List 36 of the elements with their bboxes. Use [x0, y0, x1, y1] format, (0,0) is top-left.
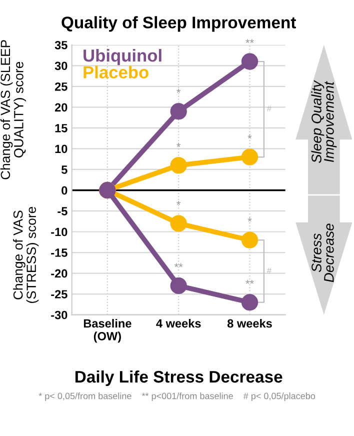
annotation: # — [266, 268, 272, 274]
annotation: * — [248, 134, 252, 138]
annotation: ** — [246, 280, 254, 284]
x-tick-label: Baseline (OW) — [84, 318, 132, 343]
annotation: ** — [246, 39, 254, 43]
y-tick-label: 35 — [54, 40, 68, 50]
text: Sleep Quality Improvement — [311, 80, 337, 163]
text: Ubiquinol — [84, 48, 162, 66]
x-tick-label: 4 weeks — [156, 318, 201, 328]
y-tick-label: -25 — [51, 290, 68, 298]
x-axis-title: Daily Life Stress Decrease — [75, 370, 282, 386]
y-tick-label: -15 — [51, 248, 68, 257]
text: Change of VAS (STRESS) score — [13, 206, 39, 303]
y-tick-label: 5 — [61, 166, 68, 174]
chart-title: Quality of Sleep Improvement — [62, 16, 296, 32]
y-tick-label: 30 — [54, 62, 68, 70]
annotation: * — [176, 200, 181, 205]
text: Stress Decrease — [312, 224, 334, 282]
y-tick-label: 25 — [54, 82, 68, 91]
y-tick-label: 20 — [54, 103, 68, 112]
y-tick-label: 15 — [55, 124, 68, 132]
annotation: * — [176, 142, 181, 147]
y-tick-label: -5 — [58, 207, 68, 216]
text: * p< 0,05/from baseline ** p<001/from baseline # p< 0,05/placebo — [38, 392, 316, 401]
annotation: # — [266, 106, 272, 112]
x-tick-label: 8 weeks — [227, 318, 272, 328]
y-tick-label: 10 — [55, 144, 68, 154]
y-tick-label: -20 — [51, 269, 68, 278]
annotation: * — [176, 88, 181, 93]
y-axis-title: Change of VAS (SLEEP QUALITY) score — [0, 40, 26, 180]
text: Placebo — [84, 66, 148, 78]
y-tick-label: -10 — [51, 228, 68, 236]
y-tick-label: 0 — [62, 186, 68, 195]
y-tick-label: -30 — [51, 310, 68, 320]
annotation: ** — [174, 263, 183, 268]
annotation: * — [248, 218, 252, 222]
